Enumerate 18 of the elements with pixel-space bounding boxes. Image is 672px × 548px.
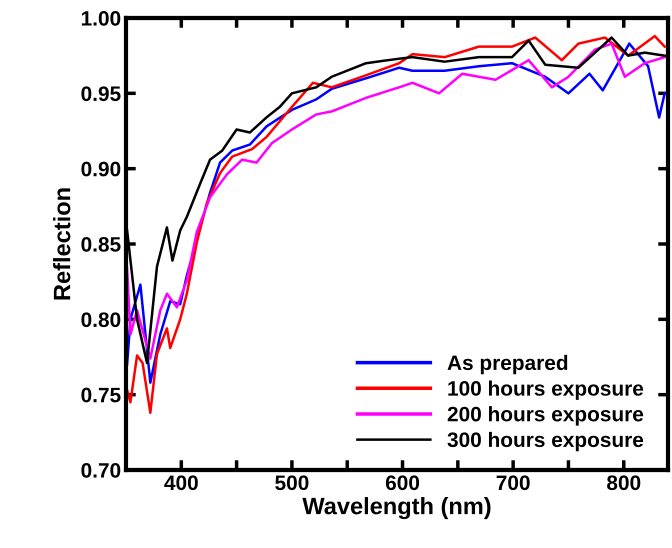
legend-label: 100 hours exposure xyxy=(448,380,644,400)
x-tick-label: 400 xyxy=(164,475,198,490)
y-tick-label: 0.90 xyxy=(81,162,120,176)
legend-label: 300 hours exposure xyxy=(447,432,644,452)
y-axis-title: Reflection xyxy=(53,188,70,300)
legend-label: As prepared xyxy=(448,354,568,374)
y-tick-label: 1.00 xyxy=(82,11,120,26)
y-tick-label: 0.75 xyxy=(81,388,121,402)
legend-label: 200 hours exposure xyxy=(448,406,644,426)
x-tick-label: 700 xyxy=(496,475,530,490)
x-tick-label: 800 xyxy=(607,475,640,490)
y-tick-label: 0.95 xyxy=(81,86,121,102)
y-tick-label: 0.85 xyxy=(81,237,121,252)
y-tick-label: 0.80 xyxy=(81,312,120,328)
x-tick-label: 500 xyxy=(275,475,308,490)
x-axis-title: Wavelength (nm) xyxy=(302,497,490,520)
x-tick-label: 600 xyxy=(386,475,420,490)
y-tick-label: 0.70 xyxy=(81,463,120,478)
